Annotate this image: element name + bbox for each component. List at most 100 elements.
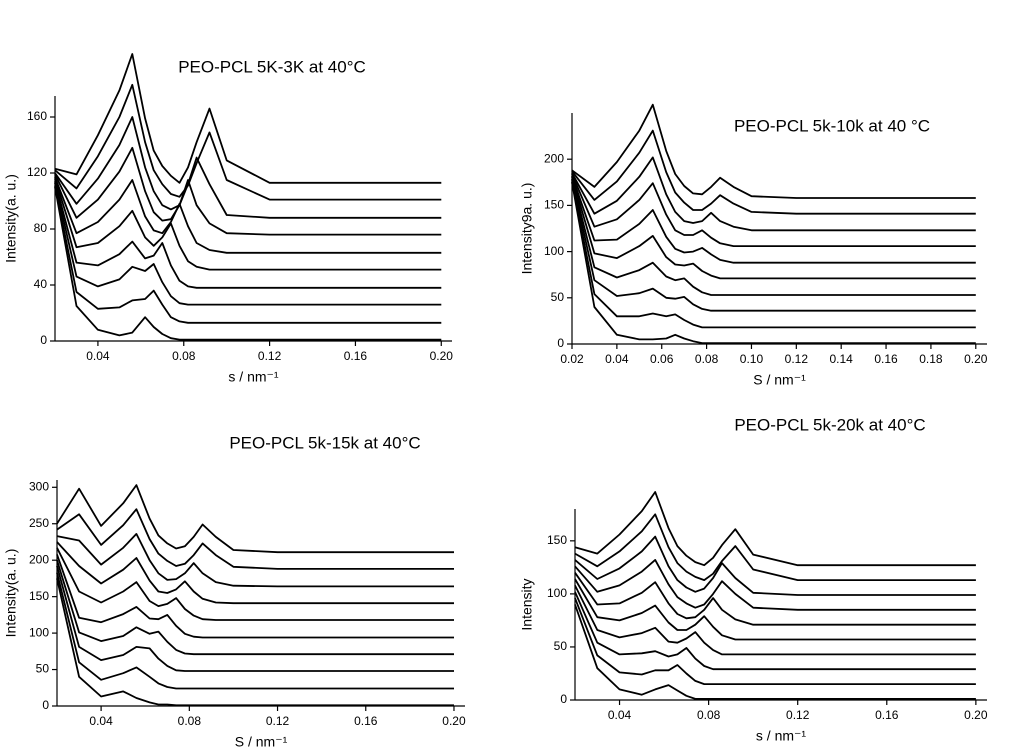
x-tick-label: 0.04: [89, 714, 113, 728]
y-tick-label: 40: [34, 277, 48, 291]
curve: [571, 175, 976, 264]
curve: [56, 508, 454, 570]
curve: [56, 559, 454, 656]
curve: [54, 176, 442, 254]
curve: [56, 572, 454, 690]
curve: [571, 103, 976, 199]
curve: [574, 597, 976, 685]
x-tick-label: 0.20: [442, 714, 466, 728]
curve: [54, 186, 442, 341]
y-tick-label: 200: [544, 151, 564, 165]
y-tick-label: 100: [29, 625, 49, 639]
curve: [574, 591, 976, 671]
x-tick-label: 0.16: [354, 714, 378, 728]
curve: [571, 182, 976, 344]
curve: [574, 584, 976, 656]
panel: 0 50 100 150 200 0.02 0.04 0.06 0.08 0.10 0.12 0.14…: [519, 103, 988, 388]
chart-title: PEO-PCL 5k-20k at 40°C: [734, 415, 925, 434]
panel: 0 40 80 120 160 0.04 0.08 0.12 0.16 0.20 PEO-PCL 5…: [3, 53, 454, 385]
x-tick-label: 0.08: [695, 352, 719, 366]
y-tick-label: 0: [560, 692, 567, 706]
chart-title: PEO-PCL 5k-15k at 40°C: [229, 433, 420, 452]
x-tick-label: 0.16: [874, 352, 898, 366]
curve: [54, 178, 442, 271]
y-tick-label: 200: [29, 552, 49, 566]
y-tick-label: 250: [29, 516, 49, 530]
x-axis-label: s / nm⁻¹: [228, 369, 279, 385]
curve: [56, 533, 454, 588]
y-tick-label: 0: [557, 336, 564, 350]
x-axis-label: S / nm⁻¹: [235, 734, 288, 750]
curve: [571, 173, 976, 247]
y-tick-label: 50: [36, 662, 50, 676]
x-tick-label: 0.04: [608, 708, 632, 722]
x-tick-label: 0.20: [964, 708, 988, 722]
y-tick-label: 100: [547, 586, 567, 600]
x-tick-label: 0.20: [964, 352, 988, 366]
x-axis-label: s / nm⁻¹: [756, 728, 807, 744]
panel: 0 50 100 150 0.04 0.08 0.12 0.16 0.20 PEO-PCL 5k-…: [519, 415, 988, 743]
curve: [571, 156, 976, 232]
x-tick-label: 0.16: [875, 708, 899, 722]
curve: [54, 181, 442, 289]
panel: 0 50 100 150 200 250 300 0.04 0.08 0.12 0.16 0.20 PE…: [3, 433, 466, 749]
curve: [54, 116, 442, 219]
x-tick-label: 0.12: [786, 708, 810, 722]
y-tick-label: 160: [27, 109, 47, 123]
curve: [56, 565, 454, 672]
x-tick-label: 0.12: [266, 714, 290, 728]
x-tick-label: 0.12: [785, 352, 809, 366]
y-tick-label: 150: [29, 589, 49, 603]
x-tick-label: 0.10: [740, 352, 764, 366]
curve: [54, 182, 442, 306]
chart-title: PEO-PCL 5K-3K at 40°C: [178, 57, 366, 76]
y-axis-label: Intensity9a. u.): [519, 183, 535, 275]
curve: [571, 129, 976, 215]
x-tick-label: 0.08: [178, 714, 202, 728]
curve: [56, 578, 454, 707]
x-tick-label: 0.20: [430, 349, 454, 363]
x-tick-label: 0.12: [258, 349, 282, 363]
x-tick-label: 0.18: [919, 352, 943, 366]
curve: [54, 185, 442, 324]
curve: [574, 513, 976, 581]
curve: [571, 179, 976, 312]
curve: [574, 604, 976, 700]
x-tick-label: 0.16: [344, 349, 368, 363]
curve: [571, 181, 976, 329]
x-tick-label: 0.04: [86, 349, 110, 363]
x-tick-label: 0.08: [697, 708, 721, 722]
curve: [56, 554, 454, 639]
curve: [571, 176, 976, 280]
x-tick-label: 0.02: [560, 352, 584, 366]
y-axis-label: Intensity: [519, 578, 535, 630]
y-axis-label: Intensity(a. u.): [3, 174, 19, 263]
curve: [56, 541, 454, 605]
curve: [54, 146, 442, 236]
curve: [54, 83, 442, 201]
y-tick-label: 300: [29, 479, 49, 493]
curve: [571, 178, 976, 296]
curve: [574, 578, 976, 641]
y-tick-label: 50: [551, 290, 565, 304]
x-tick-label: 0.14: [830, 352, 854, 366]
chart-title: PEO-PCL 5k-10k at 40 °C: [734, 116, 930, 135]
y-tick-label: 0: [40, 333, 47, 347]
y-tick-label: 150: [544, 198, 564, 212]
curve: [574, 491, 976, 567]
x-tick-label: 0.06: [650, 352, 674, 366]
y-tick-label: 150: [547, 533, 567, 547]
y-tick-label: 100: [544, 244, 564, 258]
x-tick-label: 0.04: [605, 352, 629, 366]
curve: [574, 572, 976, 626]
curve: [56, 484, 454, 554]
x-axis-label: S / nm⁻¹: [753, 372, 806, 388]
y-tick-label: 120: [27, 165, 47, 179]
curve: [54, 53, 442, 184]
y-tick-label: 0: [42, 698, 49, 712]
x-tick-label: 0.08: [172, 349, 196, 363]
curve: [56, 547, 454, 621]
curve: [574, 535, 976, 596]
